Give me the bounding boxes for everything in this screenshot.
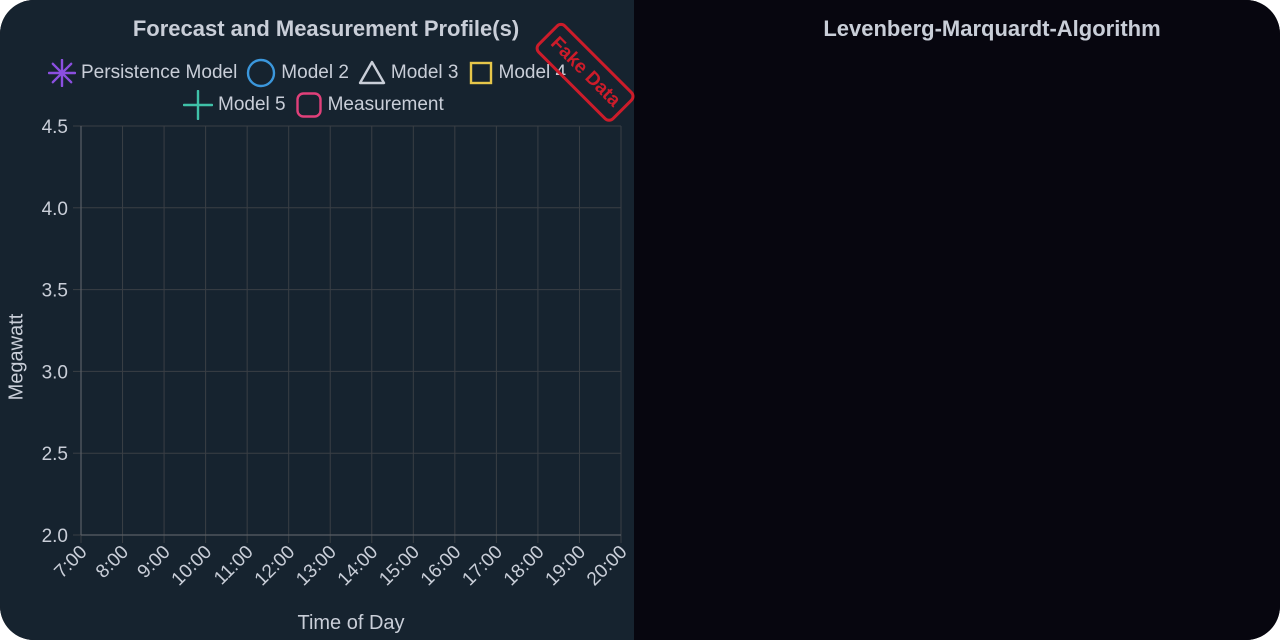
y-axis-label: Megawatt [5,313,28,401]
y-tick-label: 3.5 [42,281,68,302]
x-axis-label: Time of Day [297,612,405,634]
legend-label: Model 4 [498,62,567,83]
x-tick-label: 10:00 [168,542,216,590]
legend-row-1: Persistence Model Model 2 Model 3 Model … [48,58,566,88]
legend-item-model-5[interactable]: Model 5 [183,90,286,120]
x-tick-label: 7:00 [51,542,92,583]
square-icon [469,61,492,85]
legend-label: Persistence Model [81,62,238,83]
y-tick-label: 2.0 [42,526,68,547]
algorithm-title: Levenberg-Marquardt-Algorithm [823,16,1161,41]
star-icon [48,59,76,87]
y-tick-label: 3.0 [42,362,68,383]
x-tick-label: 12:00 [251,542,299,590]
x-tick-label: 14:00 [334,542,382,590]
legend-label: Measurement [327,94,444,115]
cross-icon [183,90,213,120]
x-tick-label: 19:00 [542,542,590,590]
legend-label: Model 5 [218,94,286,115]
x-tick-label: 20:00 [583,542,631,590]
y-tick-label: 4.5 [42,117,68,138]
plot-area: 2.02.53.03.54.04.57:00 8:00 9:0010:0011:00… [42,117,632,590]
circle-icon [247,58,276,88]
triangle-icon [358,60,386,85]
legend-row-2: Model 5 Measurement [183,90,444,120]
x-tick-label: 13:00 [292,542,340,590]
chart-title: Forecast and Measurement Profile(s) [132,16,520,41]
legend-item-model-3[interactable]: Model 3 [358,60,459,86]
legend-item-measurement[interactable]: Measurement [295,91,444,119]
legend-item-persistence-model[interactable]: Persistence Model [48,59,237,87]
x-tick-label: 17:00 [458,542,506,590]
algorithm-panel: Levenberg-Marquardt-Algorithm [634,0,1280,640]
x-tick-label: 18:00 [500,542,548,590]
legend-item-model-2[interactable]: Model 2 [246,58,349,88]
y-tick-label: 4.0 [42,199,68,220]
rounded-square-icon [295,92,322,118]
x-tick-label: 16:00 [417,542,465,590]
legend-label: Model 3 [390,62,459,83]
x-tick-label: 11:00 [210,542,257,589]
y-tick-label: 2.5 [42,444,68,465]
legend-item-model-4[interactable]: Model 4 [468,60,567,86]
x-tick-label: 15:00 [375,542,423,590]
legend-label: Model 2 [281,62,349,83]
chart-panel: Forecast and Measurement Profile(s) Pers… [0,0,634,640]
x-tick-label: 8:00 [92,542,133,583]
